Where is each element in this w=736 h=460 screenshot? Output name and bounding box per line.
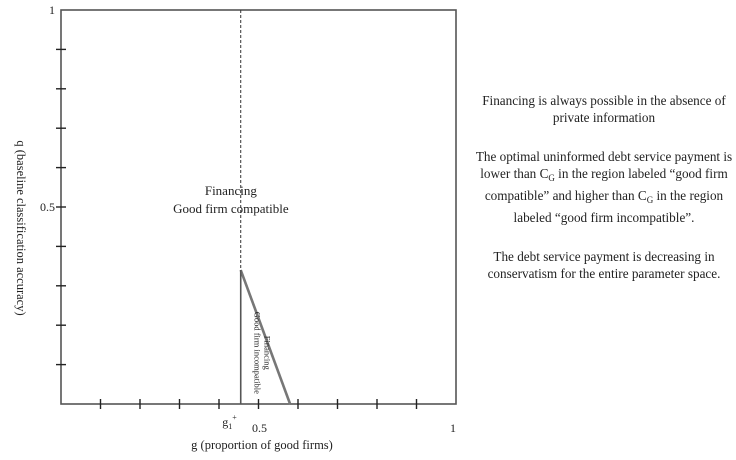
region-label-incompatible-line1: Financing <box>262 336 272 371</box>
y-axis-label: q (baseline classification accuracy) <box>14 140 28 315</box>
note-cg-2: CG <box>637 188 654 205</box>
region-label-incompatible-line2: Good firm incompatible <box>252 312 262 394</box>
note-debt-payment: The optimal uninformed debt service paym… <box>472 148 736 226</box>
note-financing-possible: Financing is always possible in the abse… <box>482 93 726 125</box>
x-tick-label: 0.5 <box>252 421 267 435</box>
ticks <box>56 48 418 409</box>
region-label-compatible-line1: Financing <box>205 183 257 198</box>
note-debt-payment-a: The optimal uninformed debt service paym… <box>475 149 733 181</box>
region-label-compatible-line2: Good firm compatible <box>173 201 289 216</box>
y-tick-label: 1 <box>49 3 55 17</box>
g1-plus-label: g1+ <box>222 413 237 431</box>
note-debt-payment-b: in the region labeled “good firm compati… <box>484 166 728 203</box>
note-cg-1: CG <box>539 166 555 183</box>
boundary-line-1 <box>239 269 292 405</box>
y-tick-label: 0.5 <box>40 200 55 214</box>
notes-panel: Financing is always possible in the abse… <box>472 92 736 304</box>
labels: 0.5 1 0.5 1 g (proportion of good firms) q (b… <box>14 3 456 452</box>
chart: 0.5 1 0.5 1 g (proportion of good firms) q (b… <box>14 3 457 452</box>
note-debt-payment-d: in the region labeled “good firm incompa… <box>513 188 724 225</box>
x-tick-label: 1 <box>450 421 456 435</box>
x-axis-label: g (proportion of good firms) <box>191 438 333 452</box>
marks <box>239 10 292 405</box>
note-conservatism: The debt service payment is decreasing i… <box>487 249 721 281</box>
